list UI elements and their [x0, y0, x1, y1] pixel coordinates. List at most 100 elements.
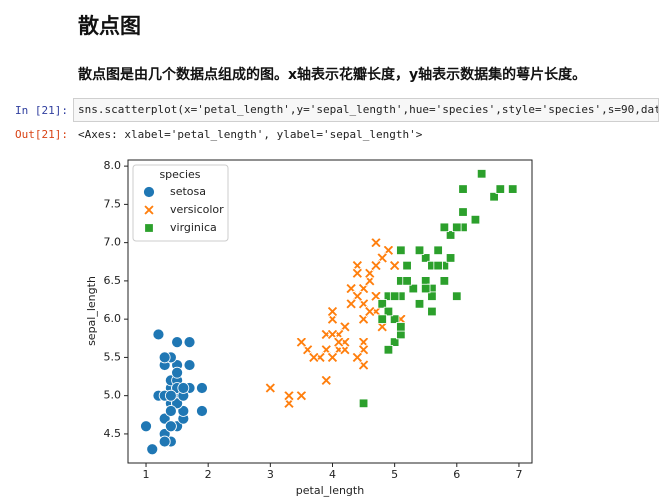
scatter-point — [476, 169, 487, 179]
scatter-point — [158, 412, 171, 425]
y-tick-label: 7.5 — [104, 197, 122, 210]
scatter-point — [295, 389, 308, 402]
scatter-point — [320, 374, 333, 387]
scatter-point — [152, 328, 165, 341]
scatter-point — [377, 314, 387, 324]
scatter-point — [140, 420, 152, 433]
scatter-point — [177, 405, 190, 417]
scatter-point — [376, 321, 388, 333]
scatter-point — [295, 336, 308, 348]
x-tick-label: 3 — [267, 468, 274, 481]
scatter-point — [427, 291, 437, 301]
scatter-point — [402, 260, 412, 271]
scatter-point — [421, 283, 431, 294]
legend-marker — [143, 186, 155, 198]
y-axis-label: sepal_length — [85, 276, 98, 346]
y-tick-label: 5.0 — [104, 389, 122, 402]
y-tick-label: 8.0 — [104, 159, 122, 172]
code-cell[interactable]: sns.scatterplot(x='petal_length',y='sepa… — [73, 98, 659, 122]
legend-label: setosa — [170, 185, 206, 198]
scatter-point — [377, 299, 387, 309]
legend-title: species — [159, 168, 200, 181]
scatter-point — [158, 351, 171, 364]
heading: 散点图 — [78, 14, 141, 38]
in-prompt: In [21]: — [15, 104, 68, 117]
scatter-point — [177, 382, 190, 394]
scatter-point — [489, 192, 499, 202]
y-tick-label: 6.0 — [104, 312, 122, 325]
y-tick-label: 7.0 — [104, 236, 122, 249]
scatter-point — [414, 245, 425, 255]
x-tick-label: 5 — [391, 468, 398, 481]
legend-marker — [143, 204, 155, 216]
scatter-point — [171, 366, 184, 379]
scatter-point — [470, 214, 481, 225]
scatter-point — [439, 276, 450, 286]
y-tick-label: 5.5 — [104, 350, 122, 363]
x-tick-label: 1 — [143, 468, 150, 481]
scatter-point — [495, 184, 506, 194]
scatter-point — [452, 222, 462, 233]
scatter-point — [427, 306, 437, 317]
scatter-point — [345, 298, 357, 310]
scatter-point — [445, 253, 456, 263]
scatter-point — [326, 305, 339, 318]
scatter-point — [439, 222, 450, 233]
scatter-point — [171, 336, 184, 349]
scatter-point — [183, 359, 196, 371]
x-tick-label: 7 — [515, 468, 522, 481]
scatter-point — [383, 306, 394, 317]
scatter-point — [396, 245, 406, 255]
scatter-point — [158, 435, 171, 448]
scatter-point — [332, 336, 345, 348]
scatter-point — [508, 184, 518, 194]
y-tick-label: 4.5 — [104, 427, 122, 440]
scatter-point — [351, 351, 364, 364]
legend-box — [132, 164, 229, 242]
scatter-point — [402, 276, 412, 286]
scatter-point — [389, 314, 400, 324]
scatter-point — [396, 322, 406, 332]
scatter-point — [164, 420, 177, 433]
output-text: <Axes: xlabel='petal_length', ylabel='se… — [78, 128, 423, 141]
scatter-point — [458, 184, 468, 194]
scatter-point — [433, 260, 443, 271]
scatter-point — [452, 291, 462, 301]
scatter-point — [445, 230, 456, 240]
x-tick-label: 2 — [205, 468, 212, 481]
scatter-point — [433, 245, 443, 255]
x-axis-label: petal_length — [296, 484, 364, 497]
scatter-point — [414, 299, 425, 309]
scatter-point — [364, 305, 376, 318]
x-tick-label: 6 — [453, 468, 460, 481]
scatter-point — [458, 207, 468, 217]
scatter-point — [370, 290, 382, 302]
scatter-point — [351, 267, 364, 280]
scatter-point — [171, 397, 184, 410]
paragraph: 散点图是由几个数据点组成的图。x轴表示花瓣长度，y轴表示数据集的萼片长度。 — [78, 67, 587, 83]
y-tick-label: 6.5 — [104, 274, 122, 287]
legend-marker — [144, 223, 154, 233]
scatter-point — [308, 351, 320, 364]
legend-label: virginica — [170, 221, 217, 234]
scatter-point — [383, 345, 394, 355]
scatter-point — [146, 443, 159, 456]
scatter-point — [183, 336, 196, 349]
scatter-point — [421, 253, 431, 263]
scatter-point — [326, 351, 339, 364]
scatter-point — [264, 382, 277, 394]
scatter-point — [358, 398, 369, 409]
scatter-point — [389, 291, 400, 301]
scatter-point — [196, 405, 208, 417]
scatter-point — [408, 283, 418, 294]
legend-label: versicolor — [170, 203, 224, 216]
scatter-point — [370, 259, 382, 272]
scatter-point — [370, 236, 382, 249]
scatter-point — [164, 389, 177, 402]
scatter-point — [388, 259, 401, 272]
x-tick-label: 4 — [329, 468, 336, 481]
scatter-point — [164, 405, 177, 417]
scatter-point — [389, 337, 400, 347]
